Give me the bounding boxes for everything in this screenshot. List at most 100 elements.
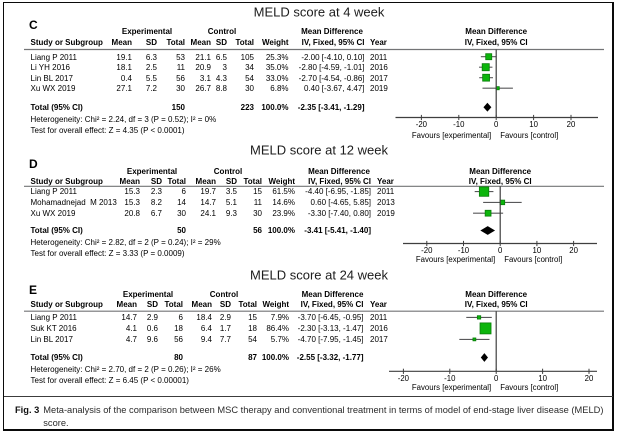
- ctl-mean: 19.7: [200, 187, 216, 197]
- ctl-total: 11: [253, 198, 262, 208]
- col-header-exp-total: Total: [166, 38, 185, 47]
- study-name: Lin BL 2017: [30, 335, 73, 345]
- weight: 7.9%: [270, 313, 289, 323]
- col-header-ctl-sd: SD: [225, 177, 237, 186]
- heterogeneity-stat: Heterogeneity: Chi² = 2.82, df = 2 (P = …: [30, 238, 221, 247]
- effect-ci-text: -3.70 [-6.45, -0.95]: [297, 313, 364, 323]
- col-header-ctl-sd: SD: [215, 38, 227, 47]
- panel-title: MELD score at 4 week: [253, 4, 385, 20]
- exp-total: 6: [178, 313, 183, 323]
- effect-ci-text: -4.70 [-7.95, -1.45]: [297, 335, 364, 345]
- exp-total: 6: [181, 187, 186, 197]
- ctl-mean: 3.1: [199, 73, 211, 83]
- exp-sd: 2.5: [145, 63, 157, 72]
- axis-tick-label: 10: [532, 246, 542, 256]
- heterogeneity-stat: Heterogeneity: Chi² = 2.70, df = 2 (P = …: [30, 364, 221, 374]
- ctl-sd: 7.7: [219, 335, 231, 345]
- panel-title: MELD score at 24 week: [249, 267, 389, 282]
- ctl-total: 15: [248, 313, 257, 323]
- exp-total: 14: [177, 198, 186, 208]
- col-header-ctl-mean: Mean: [190, 38, 211, 47]
- col-header-exp-sd: SD: [145, 38, 157, 47]
- col-header-exp-mean: Mean: [116, 299, 137, 309]
- col-header-ctl-total: Total: [238, 299, 257, 309]
- effect-ci-text: -2.30 [-3.13, -1.47]: [297, 324, 364, 334]
- total-ci-text: -3.41 [-5.41, -1.40]: [304, 225, 371, 235]
- col-header-ci-method: IV, Fixed, 95% CI: [308, 177, 371, 186]
- ctl-total: 15: [253, 187, 262, 197]
- exp-total: 53: [176, 52, 185, 62]
- effect-square: [482, 73, 490, 82]
- ctl-sd: 3: [222, 63, 227, 72]
- exp-mean: 27.1: [116, 84, 132, 93]
- effect-ci-text: -4.40 [-6.95, -1.85]: [305, 187, 371, 197]
- col-header-ctl-mean: Mean: [195, 177, 216, 186]
- plot-group-mean-difference: Mean Difference: [469, 167, 532, 177]
- exp-total: 30: [176, 84, 185, 93]
- col-header-ci-method: IV, Fixed, 95% CI: [300, 299, 364, 309]
- exp-mean: 15.3: [124, 198, 140, 208]
- figure-border-frame: [2, 1, 614, 431]
- effect-ci-text: -2.00 [-4.10, 0.10]: [301, 52, 365, 62]
- plot-header-ci-method: IV, Fixed, 95% CI: [464, 38, 528, 47]
- exp-total: 18: [174, 324, 183, 334]
- effect-square: [485, 53, 493, 61]
- weight: 6.8%: [270, 84, 289, 93]
- effect-ci-text: -2.70 [-4.54, -0.86]: [298, 73, 365, 83]
- plot-group-mean-difference: Mean Difference: [465, 289, 528, 299]
- axis-tick-label: -20: [421, 246, 433, 256]
- col-header-ctl-total: Total: [243, 177, 262, 186]
- study-name: Li YH 2016: [30, 63, 70, 72]
- col-group-control: Control: [207, 26, 237, 36]
- col-header-study: Study or Subgroup: [30, 177, 103, 186]
- col-group-experimental: Experimental: [122, 289, 174, 299]
- col-header-year: Year: [370, 299, 387, 309]
- weight: 86.4%: [266, 324, 289, 334]
- overall-effect-stat: Test for overall effect: Z = 6.45 (P < 0…: [30, 375, 189, 385]
- exp-sd: 5.5: [145, 73, 157, 83]
- exp-sd: 2.3: [150, 187, 162, 197]
- ctl-mean: 21.1: [195, 52, 211, 62]
- axis-tick-label: 20: [566, 119, 576, 129]
- total-ci-text: -2.55 [-3.32, -1.77]: [296, 352, 364, 362]
- col-group-experimental: Experimental: [121, 26, 173, 36]
- year: 2016: [370, 324, 388, 334]
- exp-sd: 9.6: [146, 335, 158, 345]
- favours-control-label: Favours [control]: [500, 131, 559, 141]
- favours-experimental-label: Favours [experimental]: [411, 382, 492, 392]
- axis-tick-label: -20: [397, 374, 410, 384]
- overall-effect-stat: Test for overall effect: Z = 3.33 (P = 0…: [30, 249, 185, 259]
- ctl-mean: 9.4: [200, 335, 212, 345]
- year: 2016: [370, 63, 388, 72]
- study-name: Liang P 2011: [30, 187, 77, 197]
- figure-caption: Fig. 3 Meta-analysis of the comparison b…: [15, 404, 615, 430]
- col-header-exp-sd: SD: [146, 299, 158, 309]
- exp-total: 56: [174, 335, 183, 345]
- ctl-total: 18: [248, 324, 257, 334]
- total-weight: 100.0%: [261, 103, 289, 113]
- ctl-sd: 6.5: [215, 52, 227, 62]
- total-ctl-total: 223: [240, 103, 254, 113]
- exp-total: 11: [176, 63, 185, 72]
- col-group-control: Control: [209, 289, 239, 299]
- ctl-mean: 14.7: [200, 198, 216, 208]
- caption-text: Meta-analysis of the comparison between …: [43, 405, 604, 428]
- ctl-sd: 5.1: [225, 198, 237, 208]
- col-header-weight: Weight: [261, 38, 289, 47]
- weight: 14.6%: [272, 198, 295, 208]
- total-label: Total (95% CI): [30, 103, 83, 113]
- axis-tick-label: 10: [529, 119, 538, 129]
- total-exp-total: 50: [177, 225, 186, 235]
- weight: 33.0%: [265, 73, 289, 83]
- col-group-experimental: Experimental: [126, 167, 178, 177]
- exp-mean: 4.1: [125, 324, 137, 334]
- caption-separator-line: [4, 396, 613, 397]
- col-header-ctl-sd: SD: [219, 299, 231, 309]
- exp-sd: 8.2: [150, 198, 162, 208]
- total-ci-text: -2.35 [-3.41, -1.29]: [297, 103, 365, 113]
- year: 2019: [370, 84, 388, 93]
- axis-tick-label: 0: [498, 246, 503, 256]
- total-weight: 100.0%: [261, 352, 289, 362]
- total-diamond: [480, 226, 496, 235]
